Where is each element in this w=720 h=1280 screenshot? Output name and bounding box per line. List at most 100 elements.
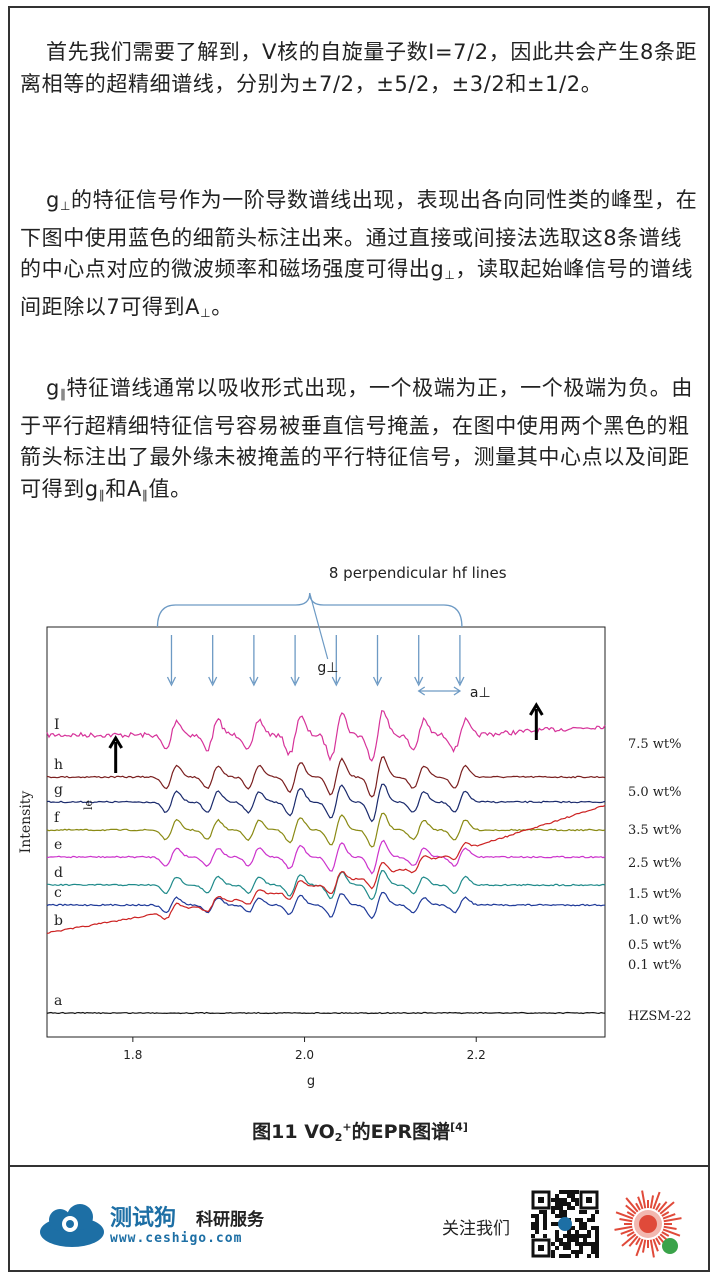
series-h-label: h (54, 757, 63, 773)
perp-arrow-head (166, 676, 177, 687)
mini-code-ray (659, 1201, 675, 1215)
mini-code-ray (621, 1233, 637, 1247)
figure-caption: 图11 VO2+的EPR图谱[4] (252, 1120, 468, 1144)
qr-cell (555, 1206, 559, 1210)
qr-cell (595, 1230, 599, 1234)
qr-cell (555, 1246, 559, 1250)
mini-code-ray (626, 1231, 635, 1237)
hf-brace (156, 592, 463, 628)
qr-cell (551, 1254, 555, 1258)
series-h-line (46, 756, 606, 798)
series-d-line (47, 869, 606, 901)
qr-cell (543, 1226, 547, 1230)
qr-cell (567, 1254, 571, 1258)
series-b-line (46, 804, 606, 934)
mini-code-ray (615, 1211, 634, 1220)
parallel-arrow-head (529, 702, 544, 716)
mini-code-ray (635, 1238, 644, 1257)
qr-cell (551, 1206, 555, 1210)
qr-cell (591, 1246, 595, 1250)
qr-cell (587, 1242, 591, 1246)
series-g-label: g (54, 782, 63, 798)
qr-cell (535, 1226, 539, 1230)
qr-cell (595, 1246, 599, 1250)
qr-cell (595, 1238, 599, 1242)
qr-cell (555, 1230, 559, 1234)
mini-code-ray (649, 1195, 655, 1209)
qr-cell (543, 1218, 547, 1222)
qr-cell (563, 1234, 567, 1238)
qr-cell (579, 1246, 583, 1250)
qr-cell (575, 1230, 579, 1234)
epr-chart: 1.8 2.0 2.2 g Intensity I 7.5 wt% h 5.0 wt% g 3.5 … (18, 564, 692, 1089)
mini-program-code-icon[interactable] (612, 1188, 684, 1260)
x-axis-label: g (307, 1074, 315, 1089)
qr-cell (571, 1250, 575, 1254)
page-frame (8, 6, 710, 1272)
parallel-arrow-head (108, 735, 123, 749)
qr-cell (595, 1210, 599, 1214)
qr-cell (563, 1242, 567, 1246)
paragraph-2: g⊥的特征信号作为一阶导数谱线出现，表现出各向同性类的峰型，在下图中使用蓝色的细… (20, 188, 698, 320)
qr-cell (567, 1242, 571, 1246)
qr-cell (575, 1198, 579, 1202)
qr-cell (543, 1222, 547, 1226)
qr-cell (559, 1254, 563, 1258)
perp-arrow-head (331, 676, 341, 687)
brace-label: 8 perpendicular hf lines (329, 564, 507, 582)
series-I-label: I (54, 717, 60, 733)
mini-code-ray (637, 1196, 644, 1210)
qr-cell (575, 1218, 579, 1222)
legend-d: 1.0 wt% (628, 913, 682, 928)
brand-url[interactable]: www.ceshigo.com (110, 1231, 243, 1246)
qr-cell (591, 1214, 595, 1218)
qr-cell (579, 1242, 583, 1246)
qr-cell (571, 1238, 575, 1242)
mini-code-ray (641, 1190, 647, 1209)
qr-cell (575, 1254, 579, 1258)
footer-divider (10, 1165, 708, 1167)
qr-cell (563, 1254, 567, 1258)
dog-logo-icon (40, 1204, 104, 1247)
x-tick-label: 1.8 (123, 1048, 142, 1062)
legend-e: 1.5 wt% (628, 887, 682, 902)
qr-cell (559, 1242, 563, 1246)
qr-cell (567, 1190, 571, 1194)
mini-code-ray (649, 1239, 655, 1258)
qr-cell (555, 1234, 559, 1238)
legend-g: 3.5 wt% (628, 823, 682, 838)
qr-code-icon[interactable] (531, 1190, 599, 1258)
mini-code-ray (661, 1211, 670, 1217)
series-d-label: d (54, 865, 63, 881)
mini-code-ray (641, 1239, 647, 1253)
qr-cell (591, 1242, 595, 1246)
mini-code-ray (663, 1225, 677, 1231)
series-a-line (46, 1011, 606, 1015)
qr-cell (567, 1230, 571, 1234)
qr-cell (555, 1202, 559, 1206)
qr-cell (579, 1210, 583, 1214)
qr-cell (575, 1234, 579, 1238)
qr-cell (567, 1202, 571, 1206)
qr-cell (595, 1250, 599, 1254)
mini-code-ray (614, 1225, 633, 1231)
qr-cell (543, 1210, 547, 1214)
legend-f: 2.5 wt% (628, 856, 682, 871)
qr-cell (587, 1254, 591, 1258)
qr-cell (555, 1222, 559, 1226)
perp-arrow-head (414, 676, 424, 687)
legend-a: HZSM-22 (628, 1009, 692, 1024)
qr-cell (571, 1234, 575, 1238)
qr-cell (555, 1238, 559, 1242)
qr-cell (563, 1210, 567, 1214)
qr-cell (559, 1202, 563, 1206)
qr-cell (567, 1206, 571, 1210)
qr-cell (551, 1198, 555, 1202)
qr-cell (575, 1202, 579, 1206)
legend-c: 0.5 wt% (628, 938, 682, 953)
qr-cell (539, 1210, 543, 1214)
qr-cell (551, 1242, 555, 1246)
qr-cell (531, 1222, 535, 1226)
qr-cell (587, 1234, 591, 1238)
a-perp-label: a⊥ (470, 685, 491, 701)
